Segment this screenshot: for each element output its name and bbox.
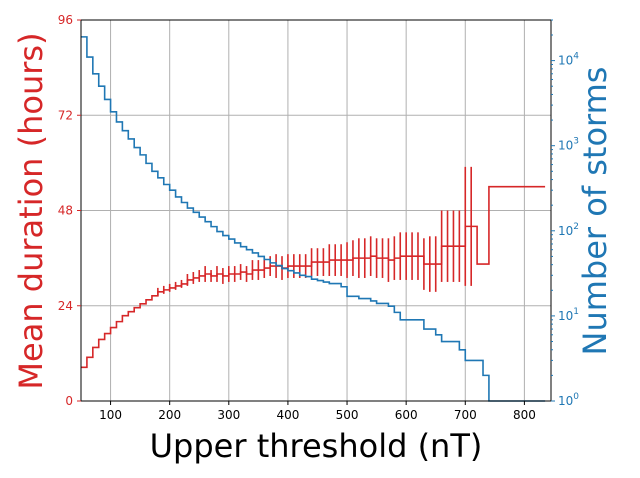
left-tick-label: 0 (65, 394, 73, 408)
left-tick-label: 48 (58, 204, 73, 218)
left-tick-label: 24 (58, 299, 73, 313)
right-tick-label: 100 (558, 392, 579, 408)
x-tick-label: 200 (158, 408, 181, 422)
left-tick-label: 72 (58, 108, 73, 122)
x-tick-label: 600 (395, 408, 418, 422)
left-axis-title: Mean duration (hours) (12, 32, 50, 389)
x-tick-label: 700 (454, 408, 477, 422)
left-tick-label: 96 (58, 13, 73, 27)
series-layer (81, 36, 546, 402)
right-tick-label: 104 (558, 52, 579, 68)
x-axis-title: Upper threshold (nT) (150, 427, 483, 465)
x-tick-label: 300 (217, 408, 240, 422)
grid (81, 19, 551, 402)
x-tick-label: 500 (336, 408, 359, 422)
ticks: 100 200 300 400 500 600 700 8000244872961001011… (58, 13, 580, 422)
duration-line (81, 185, 546, 369)
x-tick-label: 800 (513, 408, 536, 422)
storms-line (81, 36, 546, 402)
x-tick-label: 400 (276, 408, 299, 422)
x-tick-label: 100 (99, 408, 122, 422)
right-axis-title: Number of storms (576, 67, 614, 356)
